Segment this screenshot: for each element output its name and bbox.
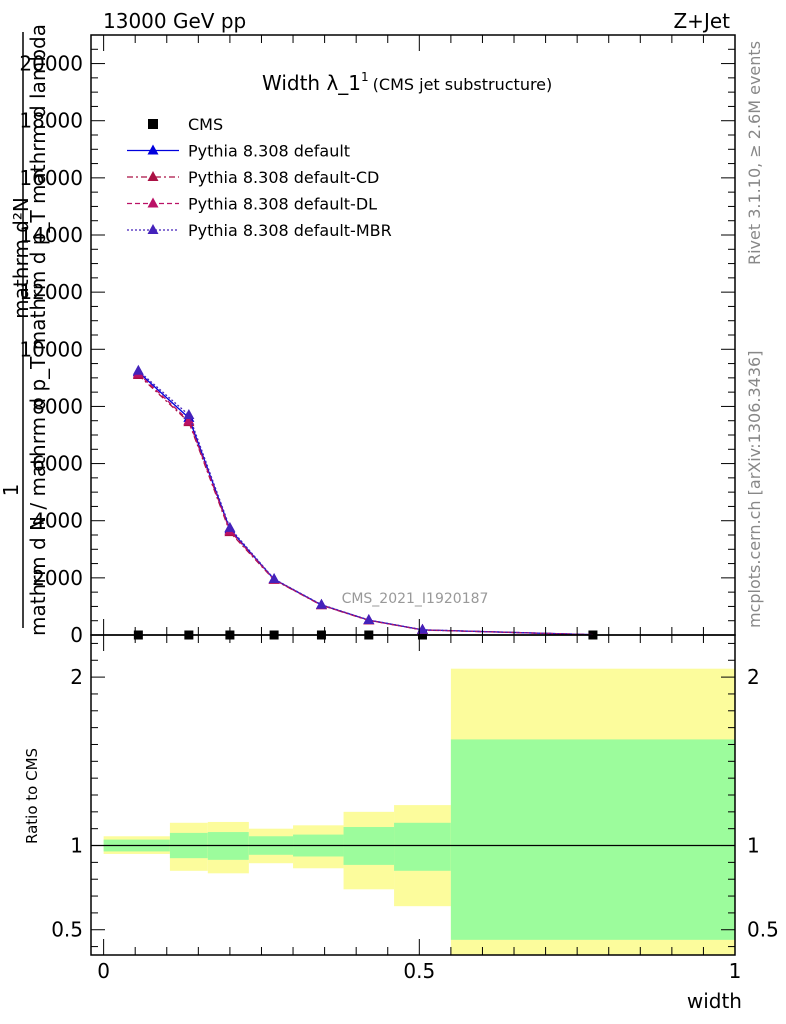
y-tick-label: 16000: [19, 166, 83, 190]
legend-marker: [147, 171, 159, 181]
plot-subtitle: (CMS jet substructure): [373, 75, 553, 94]
plot-title-sup: 1: [361, 70, 369, 84]
series-marker: [183, 409, 195, 419]
x-tick-label: 0: [97, 959, 110, 983]
ratio-y-tick-label-left: 0.5: [51, 918, 83, 942]
series-marker: [363, 614, 375, 624]
process-type-label: Z+Jet: [673, 9, 730, 33]
series-marker: [224, 521, 236, 532]
plot-title: Width λ_11 (CMS jet substructure): [262, 70, 552, 95]
legend-label: Pythia 8.308 default: [188, 142, 350, 161]
ratio-y-tick-label-right: 1: [747, 834, 760, 858]
y-tick-label: 0: [70, 623, 83, 647]
ratio-uncertainty-inner-band-bin: [394, 822, 451, 871]
legend-label: Pythia 8.308 default-CD: [188, 168, 379, 187]
legend-marker: [147, 197, 159, 208]
legend-label: CMS: [188, 115, 223, 134]
ratio-y-axis-label: Ratio to CMS: [23, 748, 41, 844]
y-axis-label-denominator: mathrm d N / mathrm d p_T mathrm d p_T m…: [26, 24, 50, 636]
x-tick-label: 0.5: [403, 959, 435, 983]
x-axis-label: width: [687, 989, 742, 1013]
ratio-y-tick-label-left: 2: [70, 665, 83, 689]
mcplots-credit-label: mcplots.cern.ch [arXiv:1306.3436]: [745, 351, 764, 628]
y-tick-label: 2000: [32, 566, 83, 590]
y-tick-label: 20000: [19, 52, 83, 76]
legend-label: Pythia 8.308 default-DL: [188, 195, 377, 214]
ratio-uncertainty-inner-band-bin: [450, 739, 735, 940]
ratio-y-tick-label-right: 2: [747, 665, 760, 689]
y-axis-label-numerator: 1: [0, 484, 23, 497]
y-tick-label: 18000: [19, 109, 83, 133]
series-line-4: [137, 370, 593, 636]
series-marker: [132, 364, 144, 375]
y-tick-label: 6000: [32, 452, 83, 476]
y-tick-label: 4000: [32, 509, 83, 533]
legend-label: Pythia 8.308 default-MBR: [188, 221, 392, 240]
y-axis-label-top: mathrm d²N: [9, 197, 33, 319]
series-marker: [268, 573, 280, 583]
analysis-watermark: CMS_2021_I1920187: [342, 591, 489, 607]
y-tick-label: 10000: [19, 337, 83, 361]
ratio-y-tick-label-left: 1: [70, 834, 83, 858]
rivet-version-label: Rivet 3.1.10, ≥ 2.6M events: [745, 41, 764, 265]
legend-marker: [147, 224, 159, 234]
y-tick-label: 12000: [19, 280, 83, 304]
legend-marker: [147, 144, 159, 155]
x-tick-label: 1: [729, 959, 742, 983]
series-line-3: [137, 373, 593, 636]
plot-title-main: Width λ_1: [262, 71, 361, 95]
process-energy-label: 13000 GeV pp: [103, 9, 246, 33]
series-marker: [183, 414, 195, 425]
series-marker: [315, 598, 327, 609]
y-tick-label: 8000: [32, 394, 83, 418]
legend-marker-cms: [148, 119, 158, 129]
ratio-y-tick-label-right: 0.5: [747, 918, 779, 942]
y-tick-label: 14000: [19, 223, 83, 247]
